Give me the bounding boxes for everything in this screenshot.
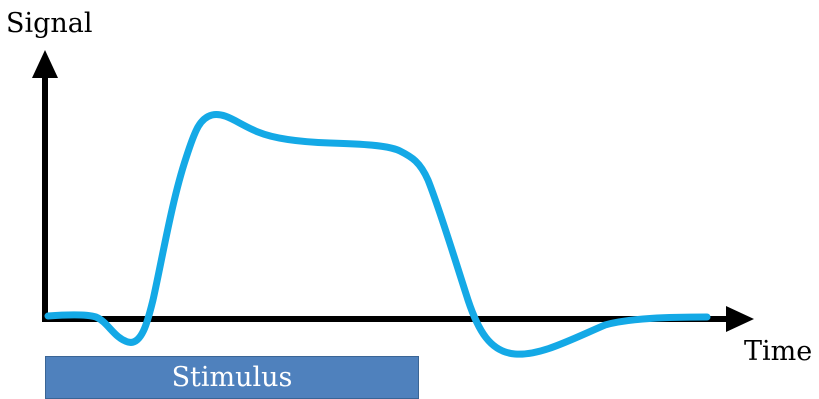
signal-curve [44, 111, 711, 358]
stimulus-label: Stimulus [171, 362, 293, 393]
stimulus-bar: Stimulus [45, 356, 419, 399]
y-axis-label: Signal [6, 8, 93, 39]
x-axis-label: Time [744, 336, 813, 367]
x-axis-arrowhead [726, 306, 754, 332]
y-axis-arrowhead [32, 50, 58, 78]
